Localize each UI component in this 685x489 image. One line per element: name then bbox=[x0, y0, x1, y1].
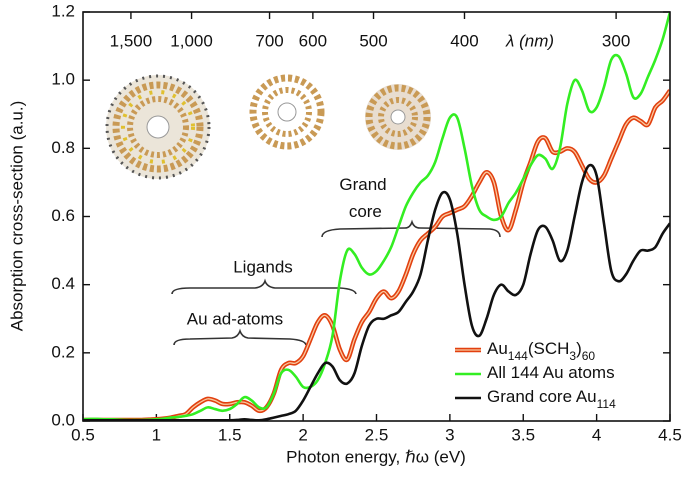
brace-ad-atoms bbox=[173, 328, 307, 346]
top-tick-label: 1,500 bbox=[110, 31, 153, 50]
x-tick-label: 4.5 bbox=[658, 425, 682, 444]
y-tick-label: 0.0 bbox=[51, 410, 75, 429]
top-tick-label: 600 bbox=[299, 31, 327, 50]
x-tick-label: 1.5 bbox=[218, 425, 242, 444]
top-tick-label: 1,000 bbox=[170, 31, 213, 50]
x-tick-label: 2 bbox=[298, 425, 307, 444]
braces bbox=[171, 219, 501, 346]
y-tick-label: 0.2 bbox=[51, 342, 75, 361]
cluster-gold bbox=[249, 74, 325, 150]
y-tick-label: 1.2 bbox=[51, 1, 75, 20]
top-axis-title: λ (nm) bbox=[505, 31, 554, 50]
x-tick-label: 3.5 bbox=[511, 425, 535, 444]
annotation: Grand core bbox=[339, 175, 386, 221]
legend-label: Grand core Au114 bbox=[487, 387, 616, 411]
annotation: Ligands bbox=[233, 257, 293, 276]
legend-label: All 144 Au atoms bbox=[487, 363, 615, 382]
cluster-full bbox=[105, 74, 211, 180]
legend-label: Au144(SCH3)60 bbox=[487, 339, 595, 363]
y-tick-label: 0.8 bbox=[51, 138, 75, 157]
top-tick-label: 300 bbox=[602, 31, 630, 50]
y-axis-title: Absorption cross-section (a.u.) bbox=[7, 101, 26, 332]
x-tick-label: 2.5 bbox=[365, 425, 389, 444]
cluster-images bbox=[105, 74, 431, 180]
x-tick-label: 3 bbox=[445, 425, 454, 444]
x-axis-title: Photon energy, ℏω (eV) bbox=[286, 447, 466, 466]
y-tick-label: 0.6 bbox=[51, 206, 75, 225]
top-tick-label: 700 bbox=[255, 31, 283, 50]
x-tick-label: 0.5 bbox=[71, 425, 95, 444]
x-tick-label: 1 bbox=[152, 425, 161, 444]
plot-frame bbox=[82, 11, 671, 422]
cluster-core bbox=[365, 84, 431, 150]
series-line bbox=[83, 12, 670, 421]
x-tick-label: 4 bbox=[592, 425, 601, 444]
top-tick-label: 500 bbox=[359, 31, 387, 50]
annotation: Au ad-atoms bbox=[187, 309, 283, 328]
y-tick-label: 0.4 bbox=[51, 274, 75, 293]
top-tick-label: 400 bbox=[450, 31, 478, 50]
y-tick-label: 1.0 bbox=[51, 70, 75, 89]
brace-ligands bbox=[171, 278, 357, 295]
brace-grand-core bbox=[321, 219, 501, 238]
